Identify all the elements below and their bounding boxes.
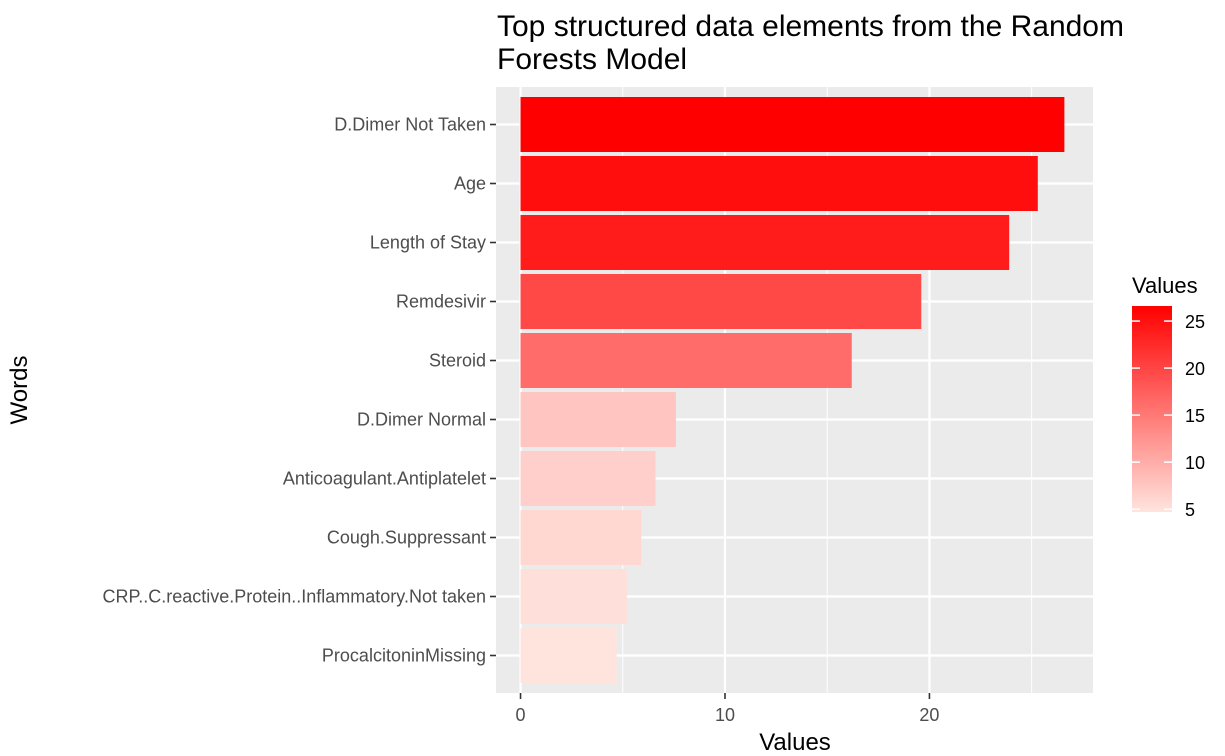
x-tick-label: 20 (919, 705, 939, 725)
y-axis-title: Words (6, 356, 33, 425)
bar (520, 392, 676, 447)
legend: Values 25 20 15 10 5 (1132, 273, 1205, 520)
x-axis-title: Values (759, 729, 831, 756)
bar (520, 510, 642, 565)
y-tick-label: Age (454, 174, 486, 194)
y-tick-label: Steroid (429, 351, 486, 371)
bars (520, 97, 1065, 683)
x-tick-label: 0 (516, 705, 526, 725)
legend-tick-label: 5 (1185, 500, 1195, 520)
bar (520, 569, 627, 624)
y-tick-label: D.Dimer Normal (357, 410, 486, 430)
y-tick-label: D.Dimer Not Taken (334, 115, 486, 135)
bar (520, 215, 1010, 270)
y-tick-label: Anticoagulant.Antiplatelet (283, 469, 486, 489)
legend-tick-label: 15 (1185, 406, 1205, 426)
legend-tick-label: 10 (1185, 453, 1205, 473)
chart-title-line-2: Forests Model (497, 43, 687, 76)
bar (520, 274, 922, 329)
legend-tick-label: 20 (1185, 359, 1205, 379)
chart-title-line-1: Top structured data elements from the Ra… (497, 10, 1124, 43)
y-tick-label: CRP..C.reactive.Protein..Inflammatory.No… (103, 587, 486, 607)
y-tick-label: Cough.Suppressant (327, 528, 486, 548)
y-tick-label: ProcalcitoninMissing (322, 646, 486, 666)
y-tick-label: Remdesivir (396, 292, 486, 312)
bar (520, 97, 1065, 152)
y-axis-ticks: D.Dimer Not Taken Age Length of Stay Remdes… (103, 115, 496, 666)
x-tick-label: 10 (715, 705, 735, 725)
bar (520, 628, 617, 683)
legend-title: Values (1132, 273, 1198, 298)
x-axis-ticks: 0 10 20 (516, 693, 939, 725)
bar (520, 451, 656, 506)
bar (520, 333, 852, 388)
bar (520, 156, 1038, 211)
legend-colorbar (1132, 306, 1172, 512)
y-tick-label: Length of Stay (370, 233, 486, 253)
legend-tick-label: 25 (1185, 312, 1205, 332)
